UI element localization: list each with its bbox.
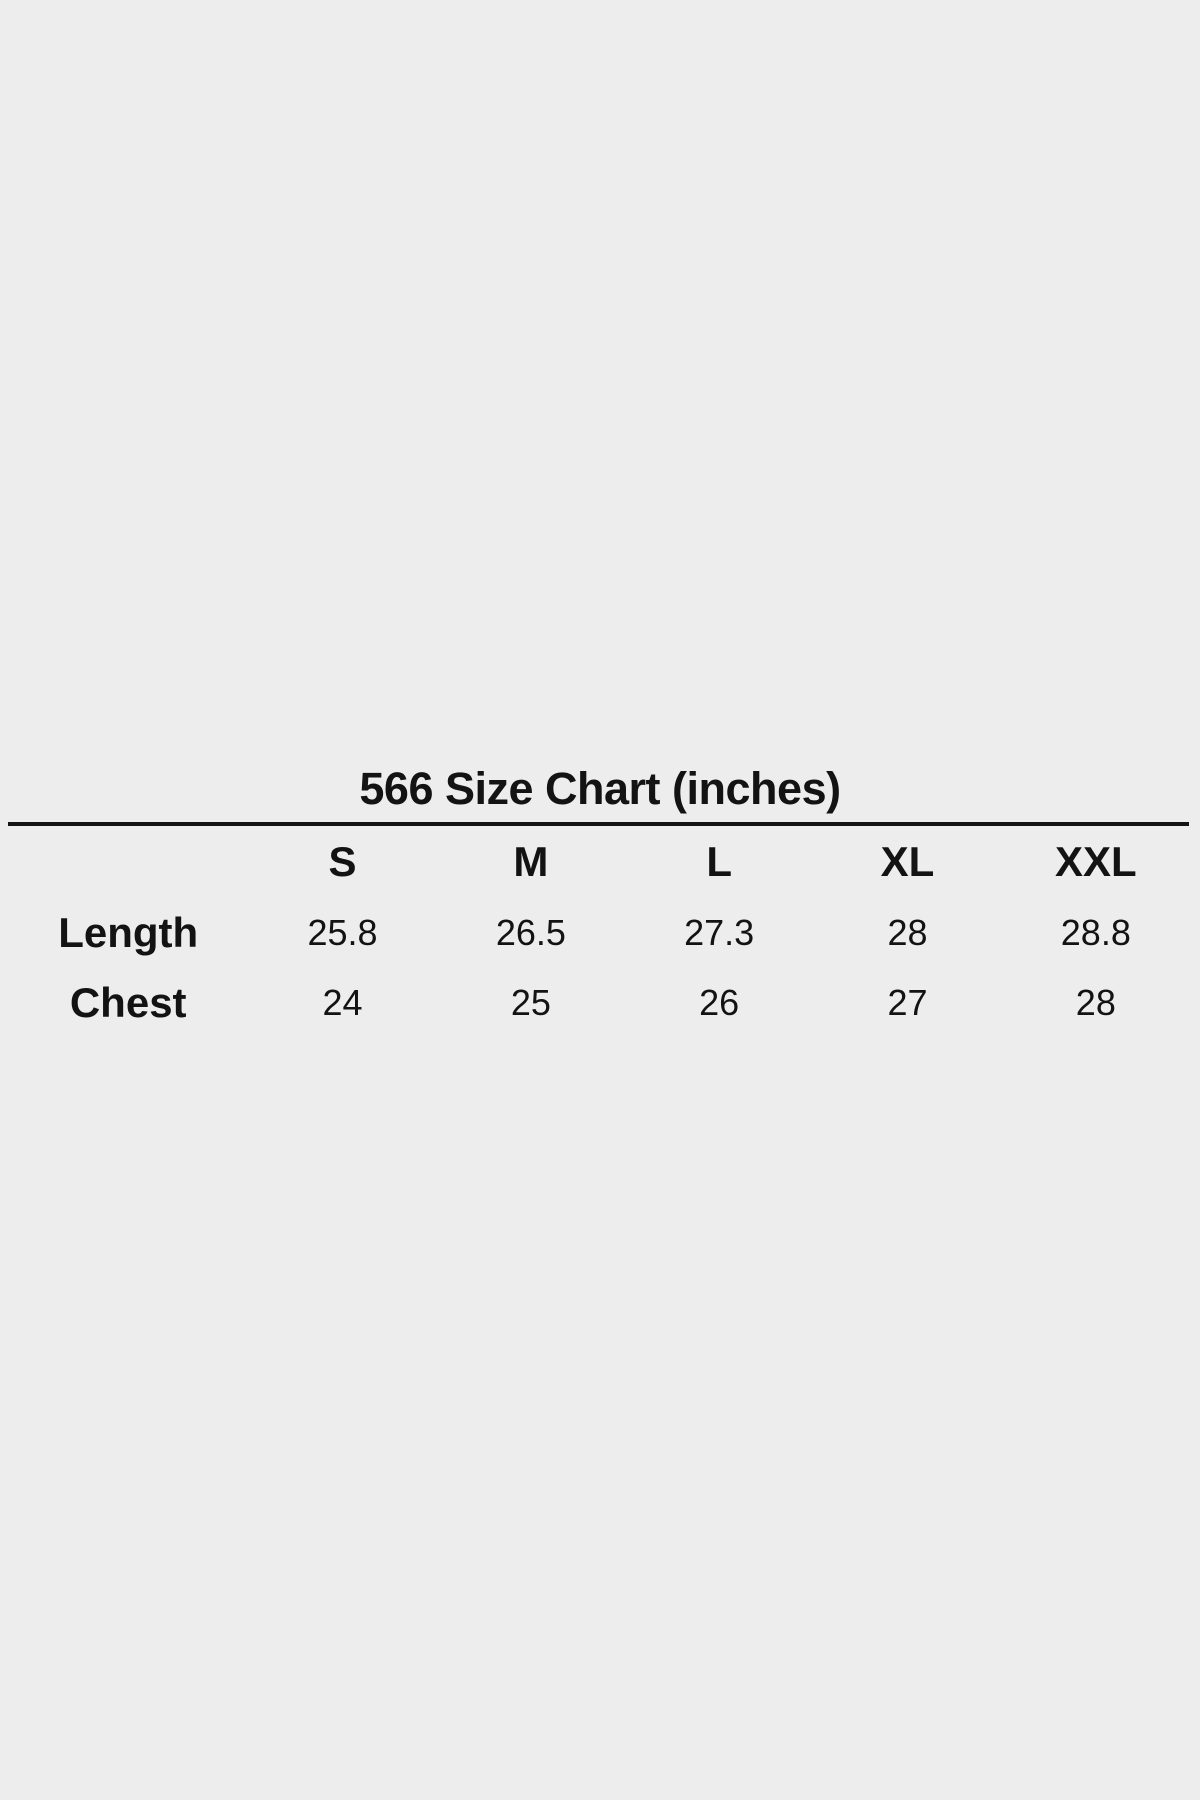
- size-column-header-s: S: [328, 838, 357, 885]
- corner-empty-cell: [8, 826, 248, 898]
- chest-l-value: 26: [699, 982, 740, 1023]
- size-chart-title: 566 Size Chart (inches): [359, 763, 841, 814]
- chest-m-value: 25: [510, 982, 551, 1023]
- size-header-row: S M L XL XXL: [8, 826, 1190, 898]
- length-xl-value: 28: [887, 912, 928, 953]
- table-row-chest: Chest 24 25 26 27 28: [8, 968, 1190, 1038]
- chest-xxl-value: 28: [1075, 982, 1116, 1023]
- title-divider-line: [8, 822, 1189, 826]
- size-chart: 566 Size Chart (inches) S M L XL XXL: [0, 758, 1200, 1038]
- length-m-value: 26.5: [495, 912, 566, 953]
- size-column-header-m: M: [513, 838, 549, 885]
- chest-xl-value: 27: [887, 982, 928, 1023]
- size-column-header-l: L: [706, 838, 733, 885]
- size-column-header-xl: XL: [880, 838, 935, 885]
- length-s-value: 25.8: [307, 912, 378, 953]
- table-row-length: Length 25.8 26.5 27.3 28 28.8: [8, 898, 1190, 968]
- chest-s-value: 24: [322, 982, 363, 1023]
- size-column-header-xxl: XXL: [1054, 838, 1137, 885]
- length-xxl-value: 28.8: [1060, 912, 1131, 953]
- size-chart-table: S M L XL XXL Length 25.8 26.5 27.3 28 28…: [8, 826, 1190, 1038]
- row-label-length: Length: [58, 909, 199, 956]
- length-l-value: 27.3: [684, 912, 755, 953]
- row-label-chest: Chest: [69, 979, 187, 1026]
